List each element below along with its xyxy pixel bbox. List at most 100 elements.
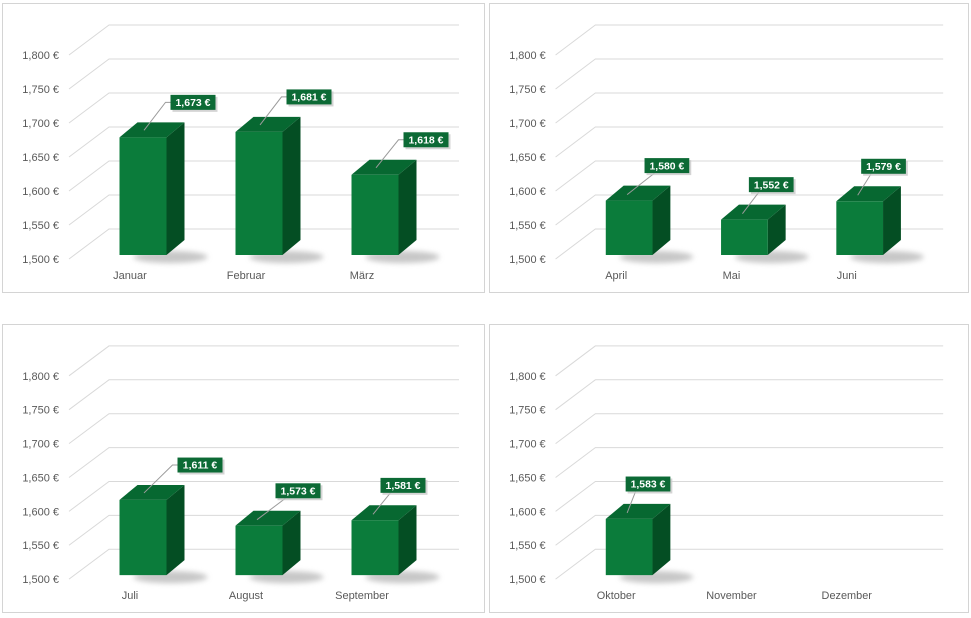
- y-axis-tick-label: 1,750 €: [22, 84, 59, 96]
- bar-top-face: [235, 116, 301, 132]
- gridline: [555, 514, 944, 546]
- bar-top-face: [351, 505, 417, 521]
- gridline: [555, 413, 944, 444]
- y-axis-tick-label: 1,800 €: [509, 371, 545, 383]
- bar-3d-column[interactable]: [235, 510, 301, 576]
- bar-chart-svg: 1,800 € 1,750 € 1,700 € 1,650 € 1,600 € 1,550…: [22, 345, 459, 602]
- y-axis-tick-label: 1,650 €: [509, 152, 545, 164]
- data-label-box[interactable]: [403, 132, 449, 148]
- gridline: [555, 447, 944, 478]
- data-label-value: 1,552 €: [754, 180, 789, 191]
- bar-top-face: [119, 122, 185, 138]
- data-label-leader-line: [626, 491, 637, 514]
- bar-3d-column[interactable]: [721, 204, 786, 255]
- y-axis-tick-label: 1,650 €: [22, 152, 59, 164]
- bar-3d-column[interactable]: [351, 505, 417, 576]
- y-axis-tick-label: 1,600 €: [509, 186, 545, 198]
- data-label-box[interactable]: [625, 476, 671, 492]
- gridline: [555, 92, 944, 124]
- data-label-value: 1,618 €: [408, 134, 443, 146]
- bar-chart-svg: 1,800 € 1,750 € 1,700 € 1,650 € 1,600 € 1,550…: [509, 345, 944, 602]
- bar-side-face: [767, 204, 786, 255]
- bar-3d-column[interactable]: [605, 503, 671, 576]
- data-label-value: 1,573 €: [281, 486, 316, 497]
- bar-front-face: [119, 137, 167, 255]
- data-label-box[interactable]: [861, 158, 906, 174]
- chart-panel-2[interactable]: 1,800 € 1,750 € 1,700 € 1,650 € 1,600 € 1,550…: [489, 3, 969, 293]
- bar-side-face: [652, 503, 671, 576]
- gridline: [68, 160, 459, 192]
- data-label-leader-line: [626, 172, 655, 195]
- gridline: [68, 379, 459, 411]
- bar-front-face: [605, 200, 653, 255]
- gridline: [555, 58, 944, 90]
- data-label-value: 1,581 €: [386, 481, 421, 492]
- data-label-box[interactable]: [748, 177, 794, 193]
- data-label-box[interactable]: [275, 483, 321, 499]
- data-label-value: 1,583 €: [631, 480, 666, 491]
- x-axis-category-label: Mai: [723, 270, 741, 282]
- bar-side-face: [166, 122, 185, 255]
- bar-front-face: [351, 174, 399, 255]
- bar-front-face: [721, 219, 768, 255]
- x-axis-category-label: April: [605, 270, 627, 282]
- data-label-leader-line: [375, 139, 404, 169]
- data-label-box[interactable]: [644, 158, 690, 174]
- y-axis-tick-label: 1,550 €: [509, 540, 545, 552]
- bar-front-face: [235, 131, 283, 255]
- y-axis-tick-label: 1,550 €: [22, 220, 59, 232]
- y-axis-tick-label: 1,500 €: [509, 574, 545, 586]
- x-axis-category-label: September: [335, 590, 389, 602]
- gridline: [68, 345, 459, 377]
- chart-panel-1[interactable]: 1,800 € 1,750 € 1,700 € 1,650 € 1,600 € 1,550…: [2, 3, 485, 293]
- gridline: [555, 24, 944, 56]
- gridline: [68, 480, 459, 512]
- bar-3d-column[interactable]: [235, 116, 301, 255]
- gridline: [68, 413, 459, 444]
- bar-top-face: [351, 159, 417, 175]
- gridline: [68, 228, 459, 260]
- bar-side-face: [282, 510, 301, 576]
- chart-panel-4[interactable]: 1,800 € 1,750 € 1,700 € 1,650 € 1,600 € 1,550…: [489, 324, 969, 613]
- gridline: [555, 379, 944, 411]
- y-axis-tick-label: 1,750 €: [509, 405, 545, 417]
- gridline: [68, 126, 459, 158]
- bar-3d-column[interactable]: [605, 185, 671, 255]
- x-axis-category-label: Juni: [837, 270, 857, 282]
- data-label-box[interactable]: [286, 89, 332, 105]
- bar-3d-column[interactable]: [119, 122, 185, 255]
- data-label-leader-line: [742, 191, 760, 214]
- data-label-leader-line: [143, 464, 178, 494]
- bar-side-face: [398, 159, 417, 255]
- chart-panel-3[interactable]: 1,800 € 1,750 € 1,700 € 1,650 € 1,600 € 1,550…: [2, 324, 485, 613]
- data-label-box[interactable]: [177, 457, 223, 473]
- x-axis-category-label: November: [706, 590, 757, 602]
- data-label-box[interactable]: [380, 477, 426, 493]
- y-axis-tick-label: 1,550 €: [22, 540, 59, 552]
- bar-3d-column[interactable]: [119, 484, 185, 576]
- data-label-box[interactable]: [170, 94, 216, 110]
- gridline: [555, 480, 944, 512]
- x-axis-category-label: Juli: [122, 590, 138, 602]
- y-axis-tick-label: 1,750 €: [509, 84, 545, 96]
- data-label-value: 1,611 €: [183, 461, 218, 472]
- data-label-leader-line: [857, 173, 872, 196]
- y-axis-tick-label: 1,700 €: [22, 118, 59, 130]
- bar-chart-svg: 1,800 € 1,750 € 1,700 € 1,650 € 1,600 € 1,550…: [22, 24, 459, 282]
- gridline: [555, 194, 944, 226]
- y-axis-tick-label: 1,700 €: [509, 439, 545, 451]
- bar-3d-column[interactable]: [836, 186, 901, 255]
- bar-front-face: [235, 525, 283, 576]
- bar-3d-column[interactable]: [351, 159, 417, 255]
- data-label-leader-line: [372, 492, 391, 515]
- y-axis-tick-label: 1,600 €: [509, 506, 545, 518]
- bar-top-face: [605, 185, 671, 201]
- bar-top-face: [235, 510, 301, 526]
- gridline: [68, 92, 459, 124]
- bar-side-face: [883, 186, 901, 255]
- y-axis-tick-label: 1,800 €: [22, 50, 59, 62]
- gridline: [68, 514, 459, 546]
- bar-front-face: [119, 499, 167, 576]
- x-axis-category-label: Februar: [227, 270, 266, 282]
